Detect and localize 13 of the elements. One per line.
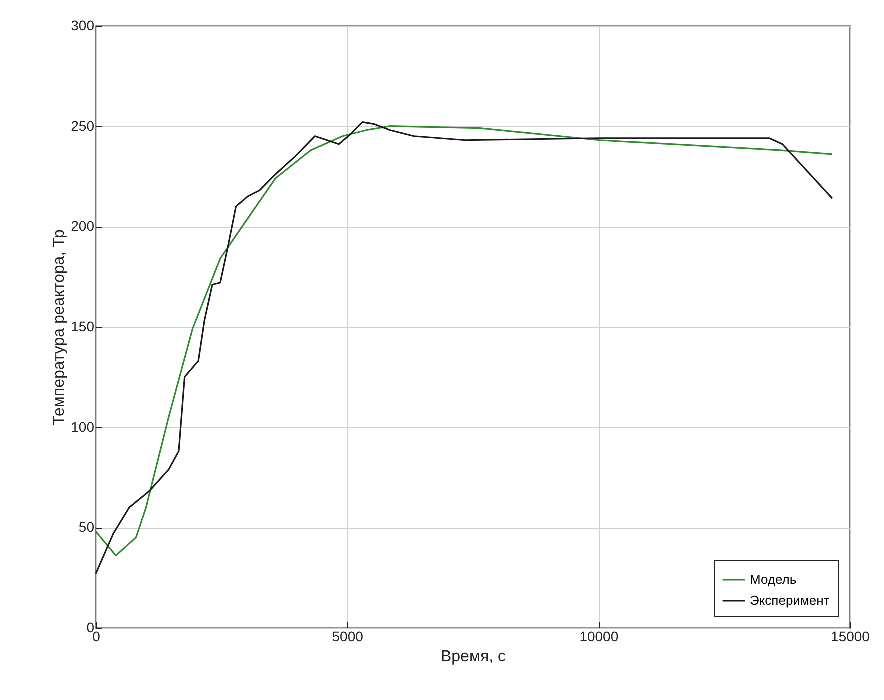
x-tick-label: 15000 <box>831 628 870 644</box>
y-tick-label: 250 <box>71 118 95 134</box>
x-tick-label: 5000 <box>332 628 364 644</box>
legend-label: Эксперимент <box>750 593 830 608</box>
x-axis-title: Время, с <box>440 648 506 666</box>
y-tick-label: 200 <box>71 218 95 234</box>
y-tick-label: 100 <box>71 418 95 435</box>
x-tick-label: 10000 <box>580 628 619 644</box>
y-tick-label: 50 <box>78 519 95 536</box>
legend-label: Модель <box>750 572 797 587</box>
y-tick-label: 150 <box>71 318 95 334</box>
y-axis-title: Температура реактора, Тр <box>51 230 68 426</box>
y-tick-label: 300 <box>71 18 95 34</box>
